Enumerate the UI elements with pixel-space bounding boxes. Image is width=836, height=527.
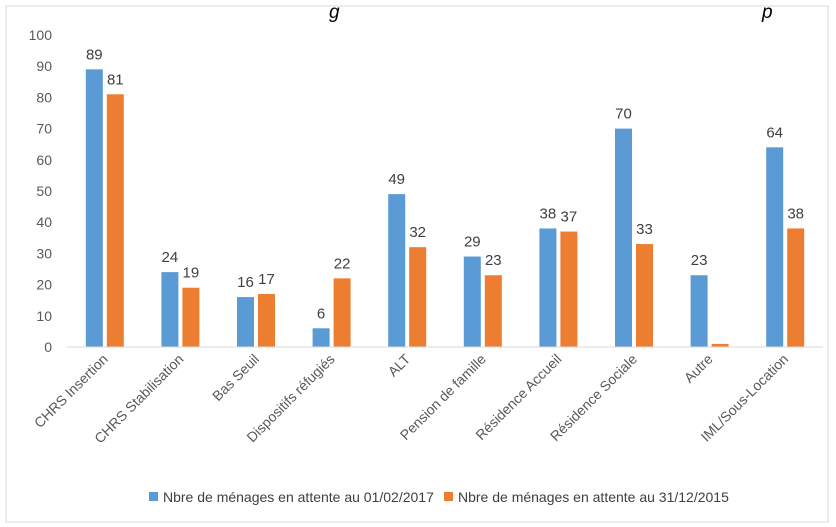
data-label-series-2: 38 <box>787 205 804 222</box>
data-label-series-2: 17 <box>258 271 275 288</box>
y-axis: 0 10 20 30 40 50 60 70 80 90 100 <box>29 27 53 355</box>
bar-series-2 <box>182 287 200 347</box>
bar-series-2 <box>333 278 351 347</box>
data-label-series-1: 64 <box>766 124 783 141</box>
bar-series-2 <box>636 244 653 347</box>
data-label-series-2: 33 <box>636 221 653 238</box>
data-label-series-2: 32 <box>409 224 426 241</box>
bar-series-2 <box>560 231 578 347</box>
data-label-series-2: 23 <box>485 252 502 269</box>
legend: Nbre de ménages en attente au 01/02/2017… <box>149 489 729 505</box>
bar-series-2 <box>409 247 427 347</box>
bar-series-1 <box>237 297 254 347</box>
bar-series-1 <box>161 272 179 347</box>
bar-series-1 <box>388 194 406 347</box>
y-tick-label: 10 <box>36 308 52 324</box>
data-label-series-1: 89 <box>86 46 103 63</box>
title-fragment-right: p <box>761 2 773 23</box>
bar-series-2 <box>711 343 729 347</box>
y-tick-label: 90 <box>36 58 52 74</box>
chart-border <box>5 5 829 523</box>
bar-series-2 <box>787 228 805 347</box>
y-tick-label: 30 <box>36 245 52 261</box>
y-tick-label: 50 <box>36 183 52 199</box>
legend-swatch-series-1 <box>149 492 158 501</box>
data-label-series-1: 49 <box>388 171 405 188</box>
bar-series-1 <box>766 147 784 347</box>
y-tick-label: 40 <box>36 214 52 230</box>
bar-series-1 <box>690 275 708 347</box>
x-category-label: CHRS Insertion <box>31 351 111 431</box>
y-tick-label: 20 <box>36 277 52 293</box>
data-label-series-2: 19 <box>183 265 200 282</box>
bars <box>85 69 805 347</box>
y-tick-label: 0 <box>44 339 52 355</box>
data-label-series-2: 81 <box>107 71 124 88</box>
bar-series-1 <box>463 256 481 347</box>
y-tick-label: 80 <box>36 89 52 105</box>
bar-series-1 <box>615 128 632 347</box>
data-label-series-1: 23 <box>691 252 708 269</box>
data-label-series-1: 16 <box>237 274 254 291</box>
legend-swatch-series-2 <box>444 492 453 501</box>
y-tick-label: 100 <box>29 27 53 43</box>
y-tick-label: 70 <box>36 121 52 137</box>
bar-series-2 <box>484 275 502 347</box>
bar-series-2 <box>106 94 124 347</box>
legend-label-series-1: Nbre de ménages en attente au 01/02/2017 <box>163 489 434 505</box>
x-category-label: Bas Seuil <box>209 351 262 404</box>
bar-series-1 <box>312 328 330 347</box>
title-fragment-left: g <box>329 2 340 23</box>
data-label-series-1: 24 <box>162 249 179 266</box>
legend-label-series-2: Nbre de ménages en attente au 31/12/2015 <box>458 489 729 505</box>
data-label-series-1: 38 <box>540 205 557 222</box>
bar-series-1 <box>85 69 103 347</box>
bar-series-1 <box>539 228 557 347</box>
y-tick-label: 60 <box>36 152 52 168</box>
x-category-label: ALT <box>385 350 414 379</box>
data-label-series-1: 29 <box>464 234 481 251</box>
data-label-series-1: 70 <box>615 106 632 123</box>
data-label-series-2: 37 <box>561 209 578 226</box>
bar-series-2 <box>258 293 275 347</box>
data-label-series-1: 6 <box>317 305 325 322</box>
x-category-label: Autre <box>681 351 716 386</box>
data-label-series-2: 22 <box>334 255 351 272</box>
